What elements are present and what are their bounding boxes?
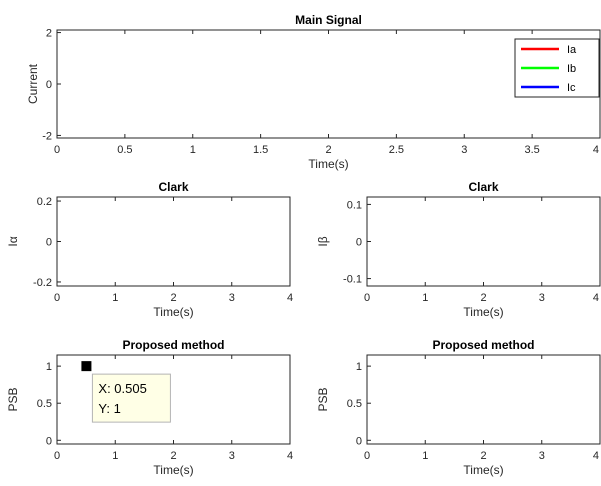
x-tick-label: 4	[593, 144, 599, 156]
x-tick-label: 3.5	[524, 144, 539, 156]
x-tick-label: 3	[539, 292, 545, 304]
datatip-marker[interactable]	[81, 361, 92, 372]
legend: Ia Ib Ic	[514, 38, 600, 98]
x-tick-label: 0	[54, 450, 60, 462]
x-tick-label: 0.5	[117, 144, 132, 156]
x-tick-label: 1	[112, 450, 118, 462]
x-tick-label: 1	[112, 292, 118, 304]
x-tick-label: 3	[461, 144, 467, 156]
x-axis-label: Time(s)	[463, 463, 503, 477]
y-tick-label: 0	[356, 237, 362, 249]
x-axis-label: Time(s)	[463, 305, 503, 319]
y-tick-label: 0	[46, 237, 52, 249]
y-tick-label: 2	[46, 28, 52, 40]
y-tick-label: -2	[42, 130, 52, 142]
x-axis-label: Time(s)	[153, 463, 193, 477]
y-tick-label: 0.5	[347, 398, 362, 410]
x-tick-label: 2	[480, 450, 486, 462]
y-tick-label: -0.2	[33, 277, 52, 289]
plot-title: Proposed method	[122, 338, 224, 352]
x-axis-label: Time(s)	[308, 157, 348, 171]
axes-psb-left: 0 1 2 3 4 0 0.5 1 Proposed method Time(s) PSB X: 0.…	[6, 338, 293, 477]
plot-title: Clark	[468, 180, 498, 194]
y-axis-label: Iβ	[316, 236, 330, 246]
legend-entry: Ib	[567, 63, 576, 75]
y-tick-label: 0	[46, 435, 52, 447]
x-tick-label: 4	[287, 450, 293, 462]
axis-frame	[56, 196, 291, 287]
x-tick-label: 1	[422, 450, 428, 462]
y-axis-label: Iα	[6, 236, 20, 246]
axis-frame	[366, 354, 601, 445]
x-tick-label: 0	[54, 144, 60, 156]
x-tick-label: 3	[229, 292, 235, 304]
legend-entry: Ic	[567, 82, 576, 94]
y-axis-label: PSB	[316, 387, 330, 411]
x-tick-label: 3	[229, 450, 235, 462]
y-tick-label: 0	[356, 435, 362, 447]
datatip-box	[91, 373, 171, 423]
y-tick-label: -0.1	[343, 274, 362, 286]
y-tick-label: 1	[46, 361, 52, 373]
x-tick-label: 2	[170, 450, 176, 462]
x-tick-label: 4	[593, 292, 599, 304]
x-tick-label: 3	[539, 450, 545, 462]
plot-title: Proposed method	[432, 338, 534, 352]
x-tick-label: 1.5	[253, 144, 268, 156]
legend-entry: Ia	[567, 44, 577, 56]
y-tick-label: 1	[356, 361, 362, 373]
x-tick-label: 0	[364, 292, 370, 304]
datatip-x: X: 0.505	[98, 381, 146, 396]
x-tick-label: 2.5	[389, 144, 404, 156]
y-tick-label: 0.5	[37, 398, 52, 410]
x-tick-label: 0	[54, 292, 60, 304]
x-axis-label: Time(s)	[153, 305, 193, 319]
datatip[interactable]: X: 0.505 Y: 1	[81, 361, 171, 423]
datatip-y: Y: 1	[98, 401, 120, 416]
y-axis-label: Current	[26, 63, 40, 104]
y-tick-label: 0.2	[37, 196, 52, 208]
x-tick-label: 2	[325, 144, 331, 156]
y-tick-label: 0	[46, 79, 52, 91]
axis-frame	[366, 196, 601, 287]
axis-frame	[56, 29, 601, 139]
plot-title: Main Signal	[295, 13, 362, 27]
x-tick-label: 1	[422, 292, 428, 304]
x-tick-label: 2	[170, 292, 176, 304]
x-tick-label: 1	[190, 144, 196, 156]
x-tick-label: 2	[480, 292, 486, 304]
axes-psb-right: 0 1 2 3 4 0 0.5 1 Proposed method Time(s) PSB	[316, 338, 601, 477]
y-axis-label: PSB	[6, 387, 20, 411]
x-tick-label: 0	[364, 450, 370, 462]
x-tick-label: 4	[287, 292, 293, 304]
x-tick-label: 4	[593, 450, 599, 462]
y-tick-label: 0.1	[347, 199, 362, 211]
plot-title: Clark	[158, 180, 188, 194]
